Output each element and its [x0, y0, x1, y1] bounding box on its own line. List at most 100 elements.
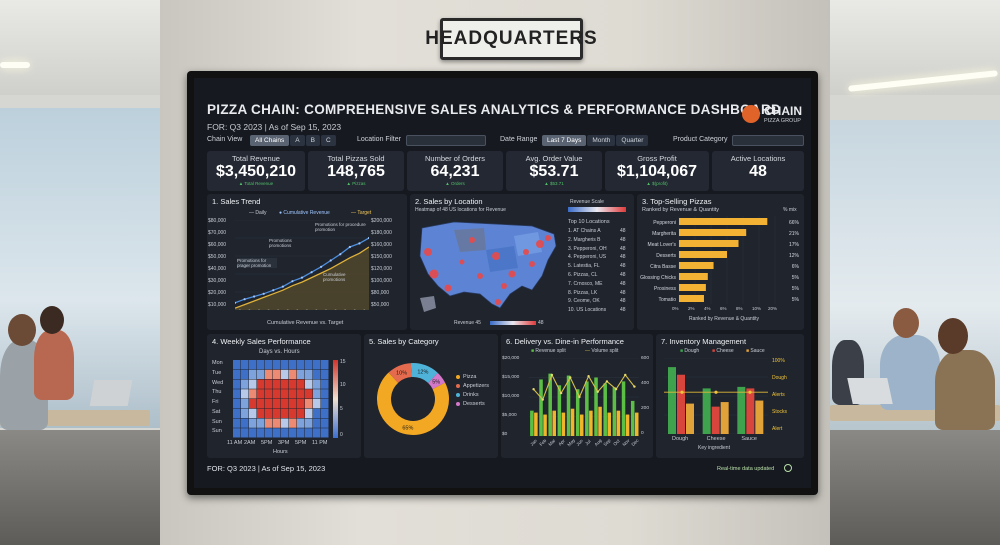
x-tick: Date: [242, 307, 252, 310]
volume-line: [533, 373, 635, 401]
annotation: Promotions for prager promotion: [237, 258, 277, 268]
volume-point: [596, 390, 599, 393]
inventory-bar: [677, 374, 685, 434]
heatmap-cell: [305, 399, 313, 409]
location-value: 48: [620, 298, 626, 305]
date-range-option[interactable]: Quarter: [616, 135, 649, 146]
kpi-value: $53.71: [529, 163, 579, 180]
panel-title: 6. Delivery vs. Dine-in Performance: [506, 337, 624, 346]
volume-point: [624, 373, 627, 377]
x-tick: Date: [261, 307, 271, 310]
revenue-bar: [566, 375, 571, 436]
tick-label: $200,000: [371, 218, 392, 224]
hotspots: [424, 235, 551, 305]
dinein-bar: [607, 412, 611, 436]
us-heatmap: [419, 221, 557, 312]
heatmap-cell: [273, 379, 281, 389]
hour-label: 11 PM: [312, 440, 328, 446]
x-tick: 2%: [688, 306, 695, 311]
info-icon[interactable]: [784, 464, 792, 472]
right-axis: $200,000 $180,000 $160,000 $150,000 $120…: [371, 218, 405, 314]
tick-label: $120,000: [371, 266, 392, 272]
sales-by-category-panel: 5. Sales by Category 65% 10% 12% 5% Pizza Ap…: [364, 334, 498, 458]
x-tick: Date: [299, 307, 309, 310]
legend-sauce: ■ Sauce: [746, 348, 765, 354]
kpi-label: Number of Orders: [424, 154, 486, 163]
tick-label: $10,000: [208, 302, 227, 308]
heatmap-cell: [265, 379, 273, 389]
day-labels: Mon Tue Wed Thu Fri Sat Sun Sun: [212, 359, 232, 439]
location-value: 48: [620, 228, 626, 234]
kpi-trend: ▲ Orders: [445, 181, 465, 186]
category-donut: 65% 10% 12% 5%: [377, 363, 449, 435]
heatmap-cell: [249, 360, 257, 370]
pizza-bar: [679, 273, 708, 280]
x-axis-label: Hours: [273, 449, 288, 455]
chain-view-option[interactable]: C: [320, 135, 336, 146]
daily-point: [291, 280, 294, 283]
heatmap-cell: [257, 360, 265, 370]
hour-labels: 11 AM 2AM 5PM 3PM 5PM 11 PM: [227, 440, 337, 448]
heatmap-cell: [289, 418, 297, 428]
right-label: Alert: [772, 426, 783, 432]
heatmap-cell: [257, 379, 265, 389]
chain-view-option[interactable]: A: [290, 135, 305, 146]
heatmap-cell: [305, 389, 313, 399]
inventory-bar: [702, 388, 711, 434]
location-value: 48: [620, 236, 626, 243]
day-label: Sat: [212, 408, 221, 415]
legend-swatch: [456, 393, 460, 397]
heatmap-cell: [265, 389, 273, 399]
heatmap-cell: [321, 369, 329, 379]
location-name: 5. Latestia, FL: [568, 263, 600, 270]
heatmap-cell: [321, 379, 329, 389]
heatmap-cell: [241, 360, 249, 370]
date-range-option[interactable]: Month: [587, 135, 616, 146]
heatmap-cell: [313, 408, 321, 418]
heatmap-cell: [281, 408, 289, 418]
x-tick: Date: [280, 307, 290, 310]
heatmap-cell: [321, 389, 329, 399]
kpi-value: 148,765: [327, 163, 385, 180]
wall-display: PIZZA CHAIN: COMPREHENSIVE SALES ANALYTI…: [187, 71, 818, 495]
x-tick: 8%: [736, 306, 743, 311]
pizza-bar: [679, 284, 706, 291]
heatmap-cell: [257, 399, 265, 409]
tick-label: $80,000: [371, 290, 390, 296]
heatmap-cell: [273, 399, 281, 409]
ingredient-label: Dough: [672, 436, 689, 442]
kpi-orders: Number of Orders 64,231 ▲ Orders: [407, 151, 503, 191]
month-label: Dec: [630, 437, 640, 448]
dinein-bar: [552, 410, 556, 436]
product-category-dropdown[interactable]: [732, 135, 804, 146]
panel-subtitle: Ranked by Revenue & Quantity: [642, 207, 720, 213]
logo-text: CHAIN: [764, 104, 802, 118]
panel-title: 1. Sales Trend: [212, 197, 261, 206]
chain-view-option[interactable]: All Chains: [250, 135, 290, 146]
heatmap-cell: [281, 418, 289, 428]
daily-point: [348, 245, 351, 249]
chain-view-option[interactable]: B: [305, 135, 320, 146]
revenue-scale-bar: [568, 207, 626, 212]
location-filter-label: Location Filter: [357, 136, 401, 143]
left-axis: $80,000 $70,000 $60,000 $50,000 $40,000 …: [208, 218, 232, 308]
mix-value: 5%: [792, 275, 800, 281]
heatmap-cell: [313, 360, 321, 370]
inventory-chart: [664, 358, 768, 434]
location-value: 48: [620, 289, 626, 296]
slice-label: 12%: [417, 370, 428, 376]
location-filter-dropdown[interactable]: [406, 135, 486, 146]
daily-point: [367, 236, 369, 240]
daily-point: [320, 265, 323, 268]
date-range-option[interactable]: Last 7 Days: [542, 135, 587, 146]
heatmap-cell: [313, 389, 321, 399]
heatmap-cell: [233, 399, 241, 409]
legend-cheese: ■ Cheese: [712, 348, 734, 354]
legend-target: — Target: [351, 210, 372, 216]
month-label: Jan: [529, 438, 538, 447]
kpi-value: $3,450,210: [215, 163, 297, 180]
scale-tick: 10: [340, 382, 346, 388]
sales-trend-chart: DateDateDateDateDateDateDateDateDateDate…: [235, 220, 369, 310]
tick-label: $15,000: [502, 375, 520, 380]
x-tick: Date: [290, 307, 300, 310]
